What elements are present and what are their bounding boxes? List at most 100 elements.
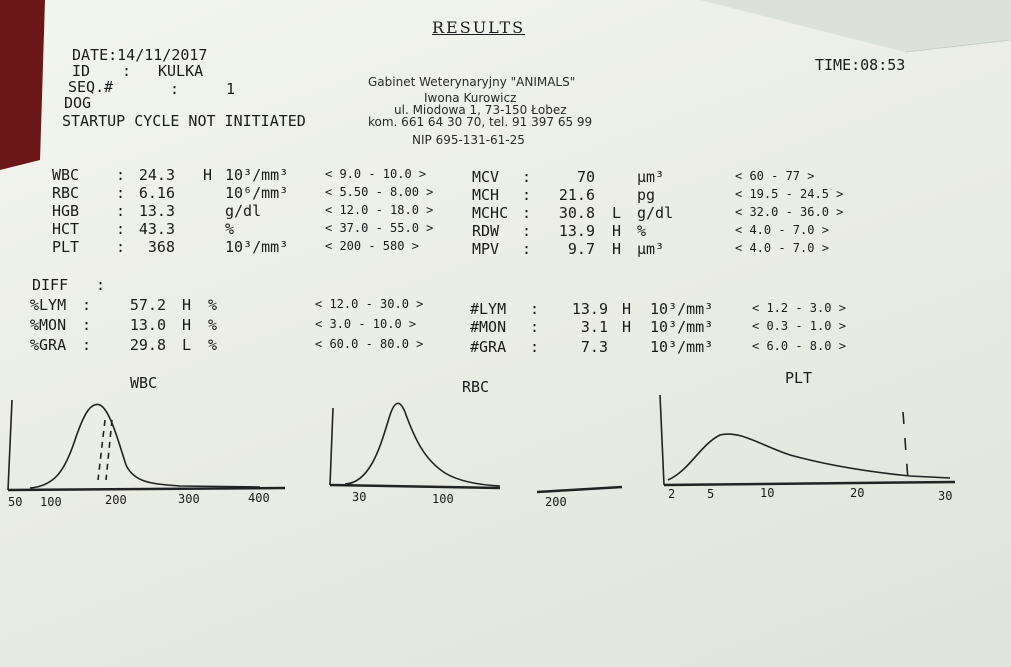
- histogram-tick: 10: [760, 486, 775, 500]
- separator: :: [530, 318, 540, 336]
- histogram-tick: 100: [432, 492, 454, 506]
- param-name: HCT: [52, 220, 80, 238]
- param-name: #LYM: [470, 300, 507, 318]
- param-name: RBC: [52, 184, 80, 202]
- histogram-tick: 30: [938, 489, 953, 503]
- param-range: < 32.0 - 36.0 >: [735, 205, 844, 219]
- histogram-title: RBC: [462, 378, 490, 396]
- date: DATE:14/11/2017: [72, 46, 208, 64]
- param-value: 24.3: [138, 166, 175, 184]
- y-axis: [7, 399, 13, 491]
- param-range: < 60 - 77 >: [735, 169, 815, 183]
- histogram-tick: 200: [105, 493, 127, 507]
- separator: :: [116, 184, 126, 202]
- marker: [105, 419, 113, 481]
- param-name: #MON: [470, 318, 507, 336]
- param-range: < 3.0 - 10.0 >: [315, 317, 417, 331]
- curve: [29, 403, 261, 489]
- param-range: < 19.5 - 24.5 >: [735, 187, 844, 201]
- param-unit: %: [225, 220, 235, 238]
- separator: :: [522, 168, 532, 186]
- histogram-tick: 20: [850, 486, 865, 500]
- param-range: < 4.0 - 7.0 >: [735, 241, 829, 255]
- param-unit: %: [208, 336, 218, 354]
- seq-value: 1: [226, 80, 236, 98]
- clinic-line: NIP 695-131-61-25: [412, 133, 525, 147]
- param-value: 29.8: [129, 336, 166, 354]
- separator: :: [82, 296, 92, 314]
- curve: [344, 402, 501, 487]
- x-axis: [536, 485, 623, 494]
- separator: :: [522, 240, 532, 258]
- param-unit: 10³/mm³: [650, 300, 714, 318]
- separator: :: [116, 238, 126, 256]
- param-range: < 60.0 - 80.0 >: [315, 337, 424, 351]
- rbc-histogram: [329, 402, 623, 494]
- x-axis: [7, 486, 286, 492]
- param-range: < 0.3 - 1.0 >: [752, 319, 846, 333]
- x-axis: [663, 480, 956, 487]
- param-value: 30.8: [558, 204, 595, 222]
- param-value: 6.16: [138, 184, 175, 202]
- y-axis: [329, 407, 334, 486]
- title: RESULTS: [432, 18, 526, 37]
- param-unit: 10³/mm³: [650, 318, 714, 336]
- param-name: MCV: [472, 168, 500, 186]
- x-axis: [329, 483, 501, 490]
- param-unit: 10³/mm³: [225, 166, 289, 184]
- param-unit: pg: [637, 186, 656, 204]
- param-range: < 1.2 - 3.0 >: [752, 301, 846, 315]
- param-value: 21.6: [558, 186, 595, 204]
- species: DOG: [64, 94, 92, 112]
- param-value: 57.2: [129, 296, 166, 314]
- param-value: 3.1: [580, 318, 608, 336]
- histogram-tick: 100: [40, 495, 62, 509]
- separator: :: [82, 336, 92, 354]
- histogram-tick: 200: [545, 495, 567, 509]
- param-value: 13.0: [129, 316, 166, 334]
- separator: :: [116, 220, 126, 238]
- separator: :: [116, 166, 126, 184]
- param-name: WBC: [52, 166, 80, 184]
- separator: :: [170, 80, 180, 98]
- param-unit: 10³/mm³: [225, 238, 289, 256]
- param-flag: H: [622, 318, 632, 336]
- param-unit: g/dl: [637, 204, 674, 222]
- param-name: HGB: [52, 202, 80, 220]
- param-name: %GRA: [30, 336, 67, 354]
- param-name: MCH: [472, 186, 500, 204]
- histogram-tick: 50: [8, 495, 23, 509]
- param-flag: H: [622, 300, 632, 318]
- param-value: 7.3: [580, 338, 608, 356]
- param-unit: %: [208, 316, 218, 334]
- id-label: ID: [72, 62, 91, 80]
- separator: :: [122, 62, 132, 80]
- clinic-line: Iwona Kurowicz: [424, 91, 517, 105]
- param-unit: 10⁶/mm³: [225, 184, 289, 202]
- histogram-title: WBC: [130, 374, 158, 392]
- plt-histogram: [659, 394, 956, 487]
- clinic-line: ul. Miodowa 1, 73-150 Łobez: [394, 103, 567, 117]
- param-range: < 9.0 - 10.0 >: [325, 167, 427, 181]
- param-value: 368: [147, 238, 175, 256]
- y-axis: [659, 394, 665, 486]
- clinic-line: Gabinet Weterynaryjny "ANIMALS": [368, 75, 576, 89]
- param-value: 13.3: [138, 202, 175, 220]
- param-value: 70: [576, 168, 595, 186]
- param-value: 43.3: [138, 220, 175, 238]
- id-value: KULKA: [158, 62, 204, 80]
- param-range: < 4.0 - 7.0 >: [735, 223, 829, 237]
- separator: :: [522, 186, 532, 204]
- separator: :: [530, 338, 540, 356]
- param-flag: L: [612, 204, 622, 222]
- separator: :: [96, 276, 106, 294]
- histogram-tick: 300: [178, 492, 200, 506]
- param-unit: µm³: [637, 168, 665, 186]
- separator: :: [116, 202, 126, 220]
- param-name: MCHC: [472, 204, 509, 222]
- curve: [667, 433, 951, 481]
- param-range: < 37.0 - 55.0 >: [325, 221, 434, 235]
- param-name: #GRA: [470, 338, 507, 356]
- marker: [97, 419, 106, 481]
